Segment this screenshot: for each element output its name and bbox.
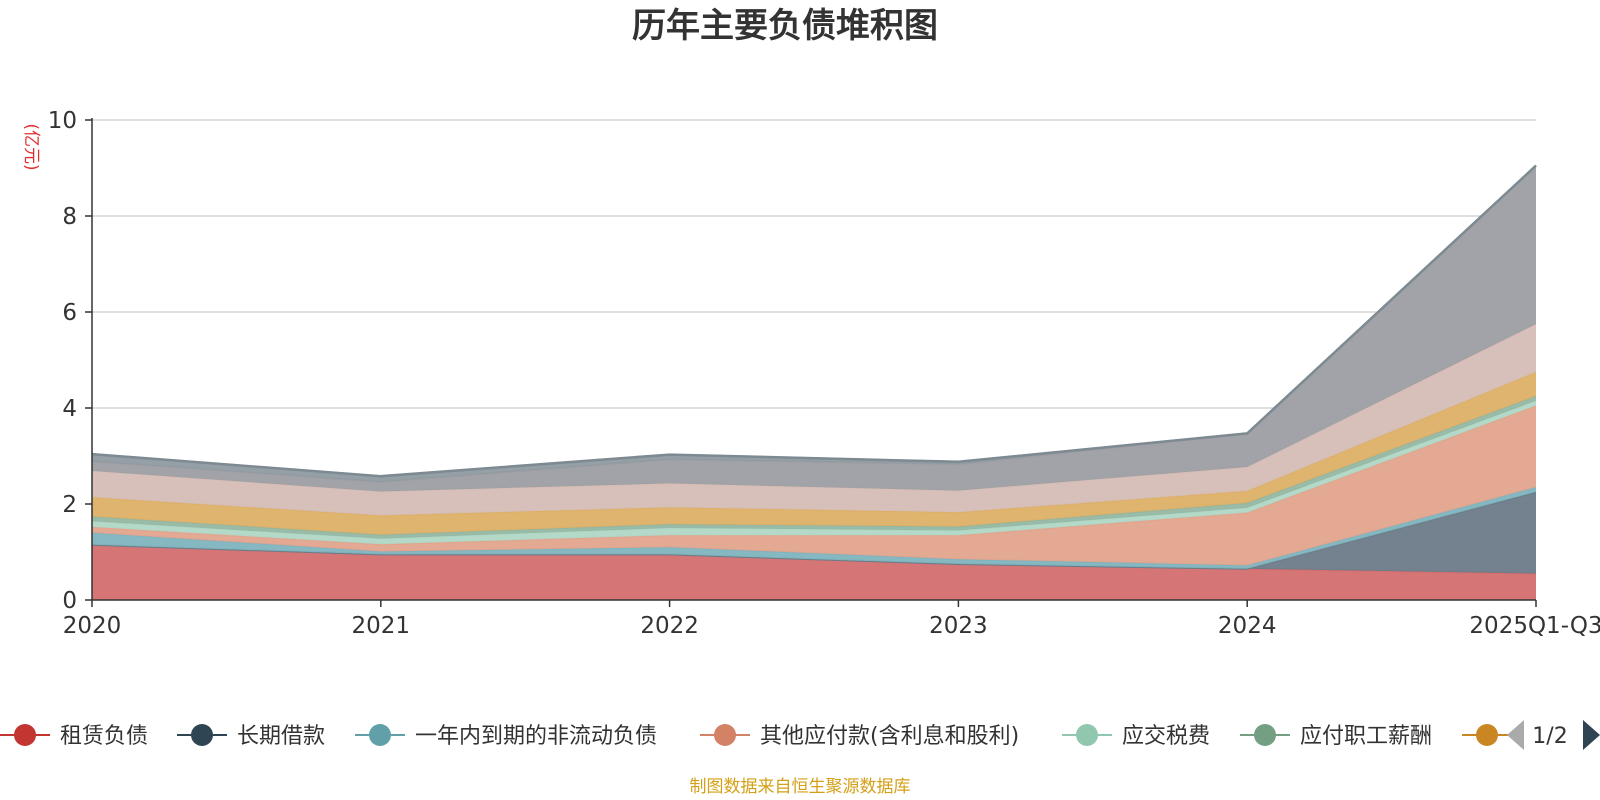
y-tick-label: 6 [62, 300, 77, 326]
legend-item[interactable]: 租赁负债 [0, 724, 148, 749]
legend-item[interactable]: 其他应付款(含利息和股利) [700, 724, 1019, 749]
legend-marker-icon [14, 724, 36, 746]
area-series-0 [92, 544, 1536, 600]
legend-item[interactable] [1462, 724, 1512, 746]
legend-marker-icon [1076, 724, 1098, 746]
legend-label: 一年内到期的非流动负债 [415, 724, 657, 749]
legend-label: 其他应付款(含利息和股利) [760, 724, 1019, 749]
legend-item[interactable]: 长期借款 [177, 724, 325, 749]
legend-prev-page-icon[interactable] [1507, 720, 1524, 750]
y-tick-label: 0 [62, 588, 77, 614]
legend-marker-icon [191, 724, 213, 746]
source-note: 制图数据来自恒生聚源数据库 [690, 777, 911, 797]
area-series-3 [92, 405, 1536, 566]
legend-marker-icon [1254, 724, 1276, 746]
x-tick-label: 2021 [352, 613, 411, 639]
legend-item[interactable]: 应交税费 [1062, 724, 1210, 749]
legend-label: 长期借款 [237, 724, 325, 749]
area-series-7 [92, 324, 1536, 516]
legend-next-page-icon[interactable] [1583, 720, 1600, 750]
x-tick-label: 2020 [63, 613, 122, 639]
legend-page-indicator: 1/2 [1532, 724, 1567, 749]
series-line-5 [91, 395, 1537, 536]
y-tick-label: 2 [62, 492, 77, 518]
legend-label: 租赁负债 [60, 724, 148, 749]
legend-marker-icon [1476, 724, 1498, 746]
chart-title: 历年主要负债堆积图 [632, 6, 938, 46]
x-tick-label: 2024 [1218, 613, 1277, 639]
legend-label: 应付职工薪酬 [1300, 724, 1432, 749]
x-tick-label: 2025Q1-Q3 [1469, 613, 1600, 639]
y-tick-label: 4 [62, 396, 77, 422]
legend-label: 应交税费 [1122, 724, 1210, 749]
y-tick-label: 10 [48, 108, 77, 134]
top-boundary-line [91, 164, 1537, 478]
area-series-6 [92, 372, 1536, 535]
y-tick-label: 8 [62, 204, 77, 230]
legend-marker-icon [714, 724, 736, 746]
y-axis-unit-label: (亿元) [21, 123, 41, 170]
legend-item[interactable]: 应付职工薪酬 [1240, 724, 1432, 749]
x-tick-label: 2023 [929, 613, 988, 639]
legend: 租赁负债 长期借款 一年内到期的非流动负债 其他应付款(含利息和股利) 应交税费 应付职工… [0, 724, 1512, 749]
legend-marker-icon [369, 724, 391, 746]
legend-pagination: 1/2 [1507, 720, 1600, 750]
axes: 0 2 4 6 8 10 2020 2021 2022 2023 2024 2025Q1-Q3 [48, 108, 1600, 639]
area-series-group [91, 164, 1537, 600]
area-series-1 [92, 492, 1536, 574]
legend-item[interactable]: 一年内到期的非流动负债 [355, 724, 657, 749]
x-tick-label: 2022 [640, 613, 699, 639]
